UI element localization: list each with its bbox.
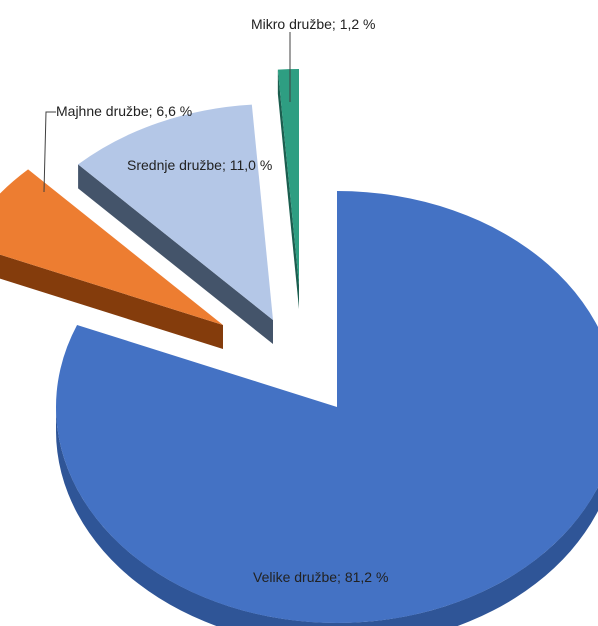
leader-lines [43, 32, 291, 193]
slice-wall-srednje [78, 164, 273, 344]
data-label-velike: Velike družbe; 81,2 % [253, 569, 388, 585]
data-label-mikro: Mikro družbe; 1,2 % [251, 16, 376, 32]
slice-mikro [277, 69, 299, 285]
slice-majhne [0, 169, 223, 325]
data-label-majhne: Majhne družbe; 6,6 % [56, 103, 192, 119]
leader-line-majhne [43, 111, 56, 193]
slice-wall-mikro [277, 69, 299, 309]
slice-wall-majhne [0, 254, 223, 349]
data-labels: Mikro družbe; 1,2 % Majhne družbe; 6,6 %… [56, 16, 388, 585]
pie-slices [0, 69, 598, 626]
data-label-srednje: Srednje družbe; 11,0 % [127, 157, 272, 173]
slice-srednje [78, 104, 273, 320]
slice-velike [56, 191, 598, 623]
